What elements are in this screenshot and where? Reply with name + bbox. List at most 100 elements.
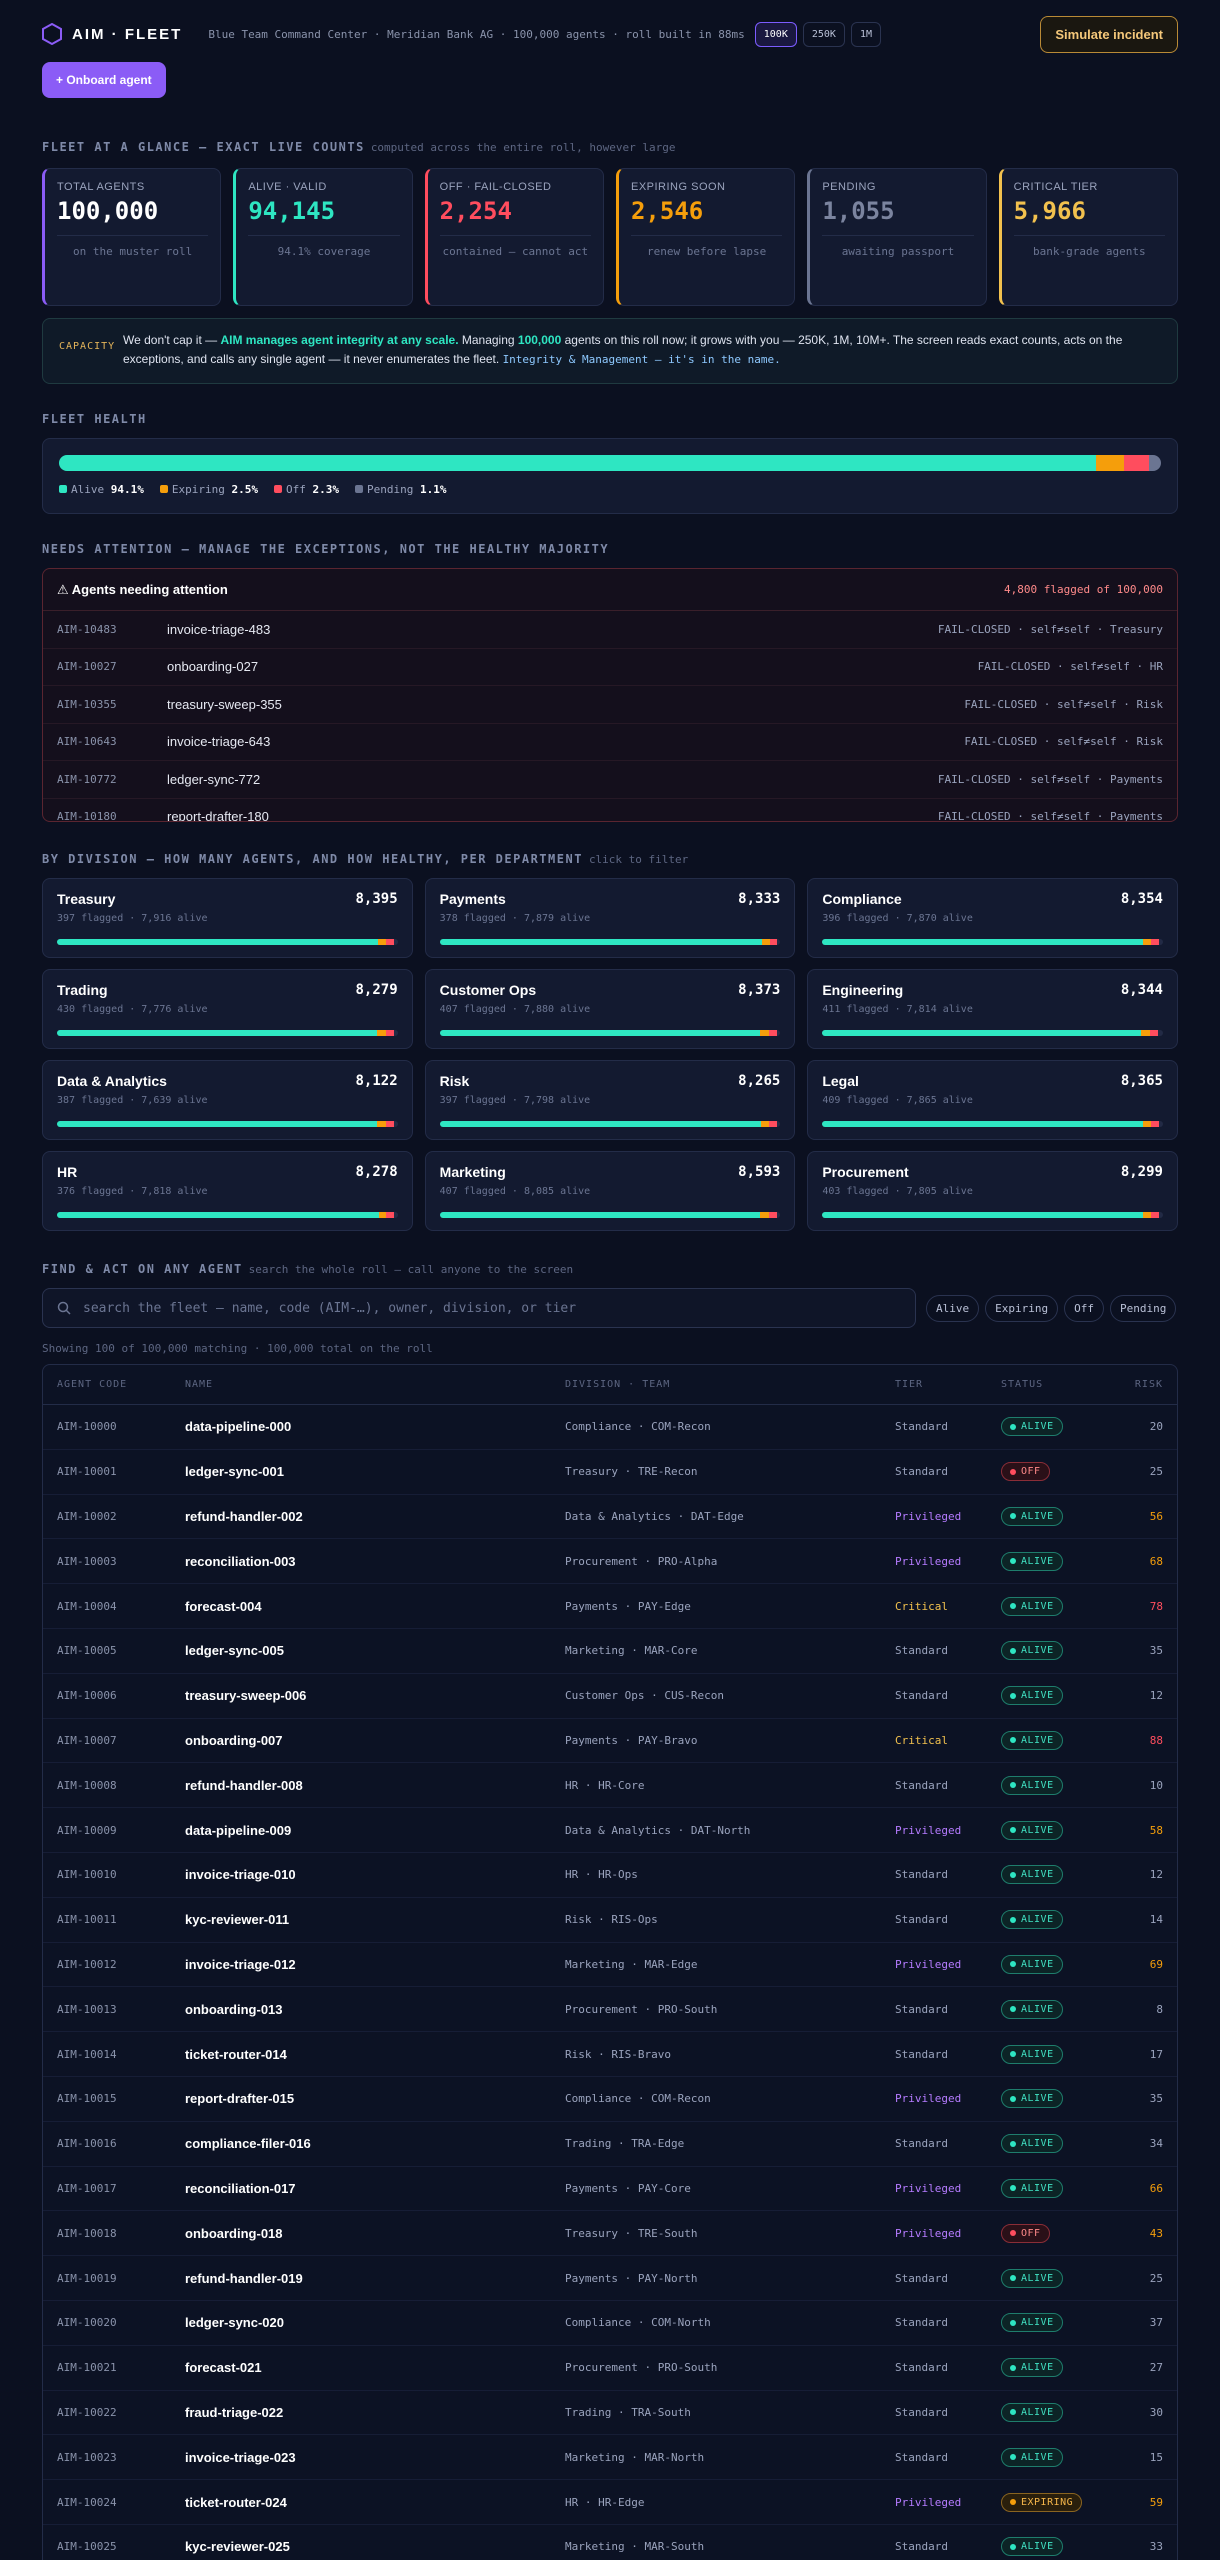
table-row[interactable]: AIM-10020 ledger-sync-020 Compliance · COM… (43, 2301, 1177, 2346)
division-card[interactable]: Legal 8,365 409 flagged · 7,865 alive (807, 1060, 1178, 1140)
agent-name[interactable]: ledger-sync-001 (185, 1464, 284, 1480)
filter-pending[interactable]: Pending (1109, 1295, 1177, 1322)
agent-name[interactable]: data-pipeline-000 (185, 1419, 292, 1435)
agent-name[interactable]: kyc-reviewer-025 (185, 2539, 290, 2555)
table-row[interactable]: AIM-10008 refund-handler-008 HR · HR-Core S… (43, 1763, 1177, 1809)
column-header-name[interactable]: NAME (185, 1379, 214, 1390)
agent-name[interactable]: onboarding-007 (185, 1732, 283, 1748)
division-card[interactable]: Trading 8,279 430 flagged · 7,776 alive (42, 969, 413, 1049)
table-row[interactable]: AIM-10010 invoice-triage-010 HR · HR-Ops St… (43, 1853, 1177, 1898)
table-row[interactable]: AIM-10024 ticket-router-024 HR · HR-Edge Pr… (43, 2480, 1177, 2525)
simulate-incident-button[interactable]: Simulate incident (1040, 15, 1178, 53)
attention-row[interactable]: AIM-10643 invoice-triage-643 FAIL-CLOSED ·… (43, 724, 1177, 761)
filter-expiring[interactable]: Expiring (985, 1295, 1059, 1322)
agent-name[interactable]: onboarding-013 (185, 2001, 283, 2017)
table-row[interactable]: AIM-10011 kyc-reviewer-011 Risk · RIS-Ops S… (43, 1898, 1177, 1943)
onboard-agent-button[interactable]: + Onboard agent (42, 62, 166, 98)
division-card[interactable]: Treasury 8,395 397 flagged · 7,916 alive (42, 878, 413, 958)
table-row[interactable]: AIM-10015 report-drafter-015 Compliance · … (43, 2077, 1177, 2122)
attention-row[interactable]: AIM-10483 invoice-triage-483 FAIL-CLOSED ·… (43, 611, 1177, 649)
attention-row[interactable]: AIM-10355 treasury-sweep-355 FAIL-CLOSED ·… (43, 686, 1177, 724)
attention-row[interactable]: AIM-10772 ledger-sync-772 FAIL-CLOSED · se… (43, 761, 1177, 799)
table-row[interactable]: AIM-10017 reconciliation-017 Payments · PA… (43, 2167, 1177, 2212)
agent-name[interactable]: invoice-triage-010 (185, 1867, 296, 1883)
division-card[interactable]: Data & Analytics 8,122 387 flagged · 7,639… (42, 1060, 413, 1140)
agent-name[interactable]: reconciliation-017 (185, 2180, 296, 2196)
agent-name[interactable]: onboarding-018 (185, 2225, 283, 2241)
agent-name[interactable]: report-drafter-015 (185, 2091, 295, 2107)
agent-name[interactable]: invoice-triage-012 (185, 1956, 296, 1972)
agent-name[interactable]: refund-handler-002 (185, 1508, 303, 1524)
agent-name[interactable]: ticket-router-024 (185, 2494, 287, 2510)
table-row[interactable]: AIM-10000 data-pipeline-000 Compliance · C… (43, 1405, 1177, 1450)
division-card[interactable]: Payments 8,333 378 flagged · 7,879 alive (424, 878, 796, 958)
agent-name[interactable]: refund-handler-008 (185, 1777, 303, 1793)
division-card[interactable]: HR 8,278 376 flagged · 7,818 alive (42, 1151, 413, 1231)
filter-alive[interactable]: Alive (926, 1295, 980, 1322)
agent-name[interactable]: refund-handler-019 (185, 2270, 303, 2286)
agent-name[interactable]: ledger-sync-005 (185, 1643, 284, 1659)
kpi-card[interactable]: CRITICAL TIER 5,966 bank-grade agents (998, 168, 1178, 306)
scale-option-100k[interactable]: 100K (754, 21, 797, 47)
table-row[interactable]: AIM-10016 compliance-filer-016 Trading · T… (43, 2122, 1177, 2167)
agent-name[interactable]: kyc-reviewer-011 (185, 1912, 290, 1928)
kpi-card[interactable]: ALIVE · VALID 94,145 94.1% coverage (233, 168, 413, 306)
agent-name: treasury-sweep-355 (167, 696, 282, 712)
table-row[interactable]: AIM-10001 ledger-sync-001 Treasury · TRE-R… (43, 1450, 1177, 1495)
column-header-tier[interactable]: TIER (895, 1379, 924, 1390)
division-card[interactable]: Procurement 8,299 403 flagged · 7,805 aliv… (807, 1151, 1178, 1231)
table-row[interactable]: AIM-10004 forecast-004 Payments · PAY-Edge… (43, 1584, 1177, 1629)
kpi-card[interactable]: PENDING 1,055 awaiting passport (807, 168, 987, 306)
agent-name[interactable]: invoice-triage-023 (185, 2449, 296, 2465)
table-row[interactable]: AIM-10012 invoice-triage-012 Marketing · M… (43, 1943, 1177, 1988)
column-header-code[interactable]: AGENT CODE (57, 1379, 128, 1390)
agent-name[interactable]: ticket-router-014 (185, 2046, 287, 2062)
filter-off[interactable]: Off (1064, 1295, 1104, 1322)
agent-code: AIM-10023 (57, 2450, 117, 2464)
table-row[interactable]: AIM-10013 onboarding-013 Procurement · PRO… (43, 1987, 1177, 2033)
division-card[interactable]: Engineering 8,344 411 flagged · 7,814 aliv… (807, 969, 1178, 1049)
table-row[interactable]: AIM-10002 refund-handler-002 Data & Analyt… (43, 1495, 1177, 1540)
kpi-card[interactable]: TOTAL AGENTS 100,000 on the muster roll (42, 168, 222, 306)
status-badge: ALIVE (1001, 1686, 1063, 1706)
agent-name[interactable]: fraud-triage-022 (185, 2404, 284, 2420)
agent-name[interactable]: treasury-sweep-006 (185, 1688, 307, 1704)
agent-name[interactable]: forecast-004 (185, 1598, 262, 1614)
division-card[interactable]: Compliance 8,354 396 flagged · 7,870 alive (807, 878, 1178, 958)
table-row[interactable]: AIM-10023 invoice-triage-023 Marketing · M… (43, 2435, 1177, 2481)
division-name: Legal (822, 1073, 859, 1089)
division-card[interactable]: Marketing 8,593 407 flagged · 8,085 alive (424, 1151, 796, 1231)
table-row[interactable]: AIM-10007 onboarding-007 Payments · PAY-Br… (43, 1719, 1177, 1764)
attention-row[interactable]: AIM-10180 report-drafter-180 FAIL-CLOSED ·… (43, 799, 1177, 821)
table-row[interactable]: AIM-10009 data-pipeline-009 Data & Analyti… (43, 1808, 1177, 1853)
division-card[interactable]: Customer Ops 8,373 407 flagged · 7,880 ali… (424, 969, 796, 1049)
column-header-status[interactable]: STATUS (1001, 1379, 1044, 1390)
table-row[interactable]: AIM-10018 onboarding-018 Treasury · TRE-So… (43, 2211, 1177, 2257)
agent-name[interactable]: compliance-filer-016 (185, 2136, 311, 2152)
kpi-card[interactable]: OFF · FAIL-CLOSED 2,254 contained — cannot… (424, 168, 604, 306)
division-card[interactable]: Risk 8,265 397 flagged · 7,798 alive (424, 1060, 796, 1140)
kpi-card[interactable]: EXPIRING SOON 2,546 renew before lapse (615, 168, 796, 306)
table-row[interactable]: AIM-10025 kyc-reviewer-025 Marketing · MAR… (43, 2525, 1177, 2560)
table-row[interactable]: AIM-10019 refund-handler-019 Payments · PA… (43, 2256, 1177, 2301)
agent-division: Treasury · TRE-South (565, 2226, 698, 2240)
agent-name[interactable]: ledger-sync-020 (185, 2315, 284, 2331)
table-row[interactable]: AIM-10003 reconciliation-003 Procurement ·… (43, 1539, 1177, 1585)
column-header-risk[interactable]: RISK (1134, 1379, 1163, 1390)
brand[interactable]: AIM · FLEET (42, 23, 182, 45)
agent-name[interactable]: forecast-021 (185, 2360, 262, 2376)
scale-option-250k[interactable]: 250K (802, 21, 845, 47)
agent-name[interactable]: reconciliation-003 (185, 1553, 296, 1569)
agent-name[interactable]: data-pipeline-009 (185, 1822, 292, 1838)
column-header-division[interactable]: DIVISION · TEAM (565, 1379, 671, 1390)
table-row[interactable]: AIM-10022 fraud-triage-022 Trading · TRA-S… (43, 2391, 1177, 2436)
table-row[interactable]: AIM-10021 forecast-021 Procurement · PRO-S… (43, 2346, 1177, 2391)
search-input[interactable]: search the fleet — name, code (AIM-…), o… (42, 1288, 916, 1328)
table-row[interactable]: AIM-10006 treasury-sweep-006 Customer Ops … (43, 1674, 1177, 1719)
table-row[interactable]: AIM-10014 ticket-router-014 Risk · RIS-Bra… (43, 2032, 1177, 2077)
scale-option-1m[interactable]: 1M (850, 21, 881, 47)
table-row[interactable]: AIM-10005 ledger-sync-005 Marketing · MAR-… (43, 1629, 1177, 1674)
attention-row[interactable]: AIM-10027 onboarding-027 FAIL-CLOSED · sel… (43, 649, 1177, 686)
risk-score: 12 (1149, 1868, 1163, 1882)
agent-flag-detail: FAIL-CLOSED · self≠self · Risk (964, 735, 1163, 749)
